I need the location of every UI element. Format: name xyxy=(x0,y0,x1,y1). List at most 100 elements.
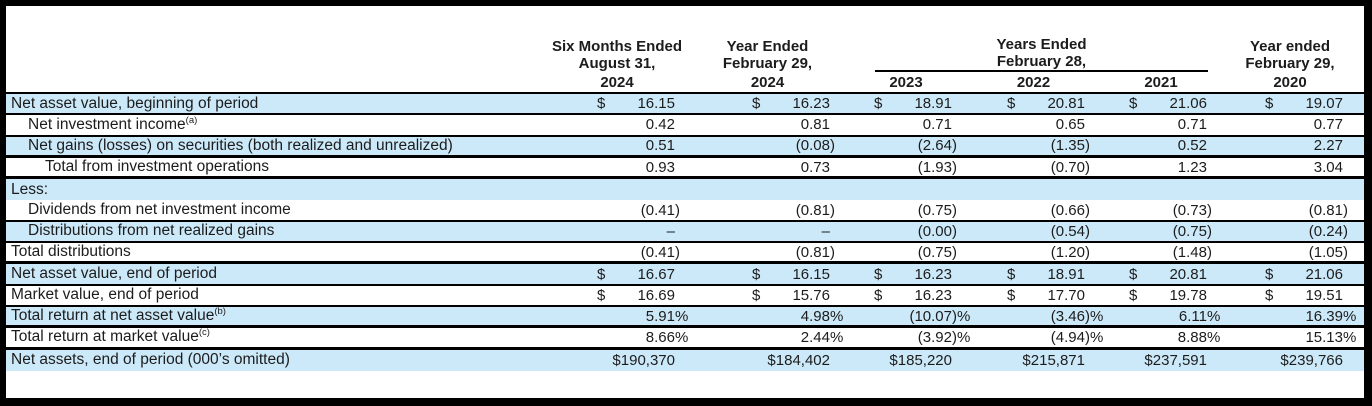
value-inner: (2.64 xyxy=(874,137,952,154)
table-row: Net gains (losses) on securities (both r… xyxy=(6,136,1364,158)
cell-suffix: )% xyxy=(952,328,971,346)
value-inner: (1.35 xyxy=(1007,137,1085,154)
cell-value: (0.75 xyxy=(917,201,952,219)
row-label-text: Total return at market value xyxy=(11,328,199,346)
cell-value: 0.73 xyxy=(800,158,830,176)
table-row: Net asset value, end of period $16.67 $16.… xyxy=(6,264,1364,286)
cell-value: 6.11 xyxy=(1178,307,1207,325)
cell-value: $184,402 xyxy=(767,351,830,369)
row-label: Net investment income(a) xyxy=(6,116,544,134)
cell-suffix: % xyxy=(1207,328,1221,346)
value-inner: $19.51 xyxy=(1265,287,1343,304)
value-inner: (0.00 xyxy=(874,223,952,240)
currency-symbol: $ xyxy=(1007,95,1016,113)
table-row: Total distributions (0.41) (0.81) (0.75) (1.… xyxy=(6,243,1364,265)
cell-value: $239,766 xyxy=(1280,351,1343,369)
group-year-row: 2023 2022 2021 xyxy=(845,74,1222,91)
cell-value: 18.91 xyxy=(914,95,952,113)
value-inner: (0.75 xyxy=(874,244,952,261)
value-cell: 15.13% xyxy=(1222,328,1358,346)
value-cell: $16.23 xyxy=(845,264,967,283)
value-inner: 0.81 xyxy=(752,116,830,133)
cell-value: 19.07 xyxy=(1305,95,1343,113)
value-cell: 8.88% xyxy=(1100,328,1222,346)
value-cell: (3.92)% xyxy=(845,328,971,346)
currency-symbol: $ xyxy=(874,265,883,283)
value-inner: $19.07 xyxy=(1265,95,1343,112)
value-cell: 0.65 xyxy=(967,115,1100,134)
value-cell: $16.15 xyxy=(690,264,845,283)
table-row: Total from investment operations 0.93 0.73… xyxy=(6,158,1364,180)
row-label: Total return at market value(c) xyxy=(6,328,544,346)
value-cell: (3.46)% xyxy=(967,307,1104,325)
value-cell: 2.44% xyxy=(690,328,845,346)
cell-suffix: % xyxy=(1343,307,1357,325)
value-cell: $20.81 xyxy=(1100,264,1222,283)
value-inner: (0.41 xyxy=(597,244,675,261)
value-cell: $18.91 xyxy=(967,264,1100,283)
period-line-1: Year Ended xyxy=(726,38,809,55)
value-cell: $19.78 xyxy=(1100,286,1222,305)
year-label: 2020 xyxy=(1273,74,1307,91)
cell-value: 2.44 xyxy=(800,328,830,346)
year-label: 2024 xyxy=(750,74,785,91)
value-cell: (1.93) xyxy=(845,158,967,176)
value-inner: $16.23 xyxy=(874,266,952,283)
cell-value: (0.81 xyxy=(1308,201,1343,219)
value-cell: – xyxy=(544,222,690,241)
cell-value: (0.75 xyxy=(1172,222,1207,240)
currency-symbol: $ xyxy=(597,286,606,304)
value-cell: $185,220 xyxy=(845,350,967,371)
currency-symbol: $ xyxy=(752,286,761,304)
row-label: Dividends from net investment income xyxy=(6,201,544,219)
cell-value: 21.06 xyxy=(1305,265,1343,283)
value-cell: $237,591 xyxy=(1100,350,1222,371)
cell-value: (4.94 xyxy=(1050,328,1085,346)
row-label: Total return at net asset value(b) xyxy=(6,307,544,325)
value-cell: 0.42 xyxy=(544,115,690,134)
value-cell: $21.06 xyxy=(1222,264,1358,283)
value-cell: 0.77 xyxy=(1222,115,1358,134)
value-cell: (0.81) xyxy=(690,243,845,261)
value-cell: (0.73) xyxy=(1100,200,1222,219)
value-cell xyxy=(1222,179,1358,200)
row-label-text: Net gains (losses) on securities (both r… xyxy=(28,136,453,154)
value-cell: $16.15 xyxy=(544,94,690,113)
row-label: Net asset value, end of period xyxy=(6,265,544,283)
value-cell: $19.51 xyxy=(1222,286,1358,305)
value-cell: (0.75) xyxy=(845,200,967,219)
cell-value: (1.35 xyxy=(1050,137,1085,155)
period-line-2: February 29, xyxy=(1245,55,1335,72)
value-cell: (2.64) xyxy=(845,137,967,155)
cell-value: 0.77 xyxy=(1313,116,1343,134)
cell-suffix: ) xyxy=(675,201,680,219)
cell-value: 20.81 xyxy=(1047,95,1085,113)
value-cell: (0.75) xyxy=(1100,222,1222,241)
value-cell: (10.07)% xyxy=(845,307,970,325)
table-row: Net asset value, beginning of period $16.… xyxy=(6,94,1364,116)
value-inner: 0.52 xyxy=(1129,137,1207,154)
period-line-2: February 28, xyxy=(996,53,1087,70)
cell-value: 16.15 xyxy=(637,95,675,113)
row-label-text: Less: xyxy=(11,180,49,198)
value-inner: (0.41 xyxy=(597,202,675,219)
value-inner: 2.44 xyxy=(752,329,830,346)
value-cell: 0.52 xyxy=(1100,137,1222,155)
cell-suffix: ) xyxy=(1207,222,1212,240)
cell-suffix: ) xyxy=(1343,243,1348,261)
value-inner: (0.81 xyxy=(752,244,830,261)
value-cell: (4.94)% xyxy=(967,328,1104,346)
currency-symbol: $ xyxy=(1129,95,1138,113)
financial-highlights-table: Six Months Ended August 31, 2024 Year En… xyxy=(6,6,1364,398)
cell-value: 19.78 xyxy=(1169,286,1207,304)
cell-value: 15.13 xyxy=(1305,328,1343,346)
currency-symbol: $ xyxy=(1007,286,1016,304)
table-row: Net assets, end of period (000’s omitted… xyxy=(6,349,1364,371)
value-inner: 5.91 xyxy=(597,308,675,325)
cell-value: 16.23 xyxy=(792,95,830,113)
value-cell: (0.81) xyxy=(1222,200,1358,219)
value-inner: (0.54 xyxy=(1007,223,1085,240)
cell-value: 17.70 xyxy=(1047,286,1085,304)
table-body: Net asset value, beginning of period $16.… xyxy=(6,94,1364,371)
row-label-text: Net assets, end of period (000’s omitted… xyxy=(11,351,290,369)
